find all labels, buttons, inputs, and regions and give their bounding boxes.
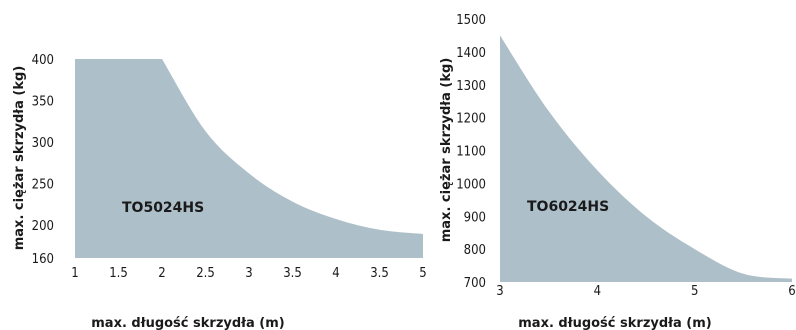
x-tick-label: 6: [788, 284, 795, 299]
y-tick-label: 800: [464, 243, 486, 258]
x-tick-label: 1.5: [109, 266, 128, 281]
y-tick-label: 1300: [456, 79, 486, 94]
x-tick-label: 4: [332, 266, 339, 281]
x-axis-label-chart-1: max. długość skrzydła (m): [91, 316, 284, 330]
y-axis-label-chart-1: max. ciężar skrzydła (kg): [12, 66, 27, 251]
y-tick-label: 1500: [456, 13, 486, 28]
x-tick-label: 3: [496, 284, 503, 299]
x-tick-label: 2.5: [196, 266, 215, 281]
model-label-to5024hs: TO5024HS: [122, 200, 204, 216]
y-tick-label: 1400: [456, 46, 486, 61]
y-tick-label: 1000: [456, 177, 486, 192]
x-tick-label: 3: [245, 266, 252, 281]
x-tick-label: 2: [158, 266, 165, 281]
y-tick-label: 900: [464, 210, 486, 225]
y-tick-label: 250: [32, 177, 54, 192]
model-label-to6024hs: TO6024HS: [527, 199, 609, 215]
x-tick-label: 3.5: [283, 266, 302, 281]
x-tick-label: 3.5: [370, 266, 389, 281]
y-tick-label: 400: [32, 53, 54, 68]
y-axis-label-chart-2: max. ciężar skrzydła (kg): [439, 58, 454, 243]
y-tick-label: 350: [32, 94, 54, 109]
x-tick-label: 5: [419, 266, 426, 281]
y-tick-label: 1200: [456, 112, 486, 127]
y-tick-label: 1100: [456, 145, 486, 160]
y-tick-label: 200: [32, 219, 54, 234]
x-tick-label: 1: [71, 266, 78, 281]
area-series-to5024hs: [75, 59, 423, 258]
area-series-to6024hs: [500, 35, 792, 283]
chart-to5024hs: 160 200 250 300 350 400 1 1.5 2 2.5 3 3.5 4 3.5 5 TO5…: [12, 53, 427, 330]
x-axis-label-chart-2: max. długość skrzydła (m): [518, 316, 711, 330]
y-tick-label: 300: [32, 136, 54, 151]
x-tick-label: 5: [691, 284, 698, 299]
y-tick-label: 700: [464, 276, 486, 291]
y-tick-label: 160: [32, 252, 54, 267]
chart-to6024hs: 700 800 900 1000 1100 1200 1300 1400 1500 3 4 5 6 T…: [439, 13, 796, 330]
x-tick-label: 4: [594, 284, 601, 299]
